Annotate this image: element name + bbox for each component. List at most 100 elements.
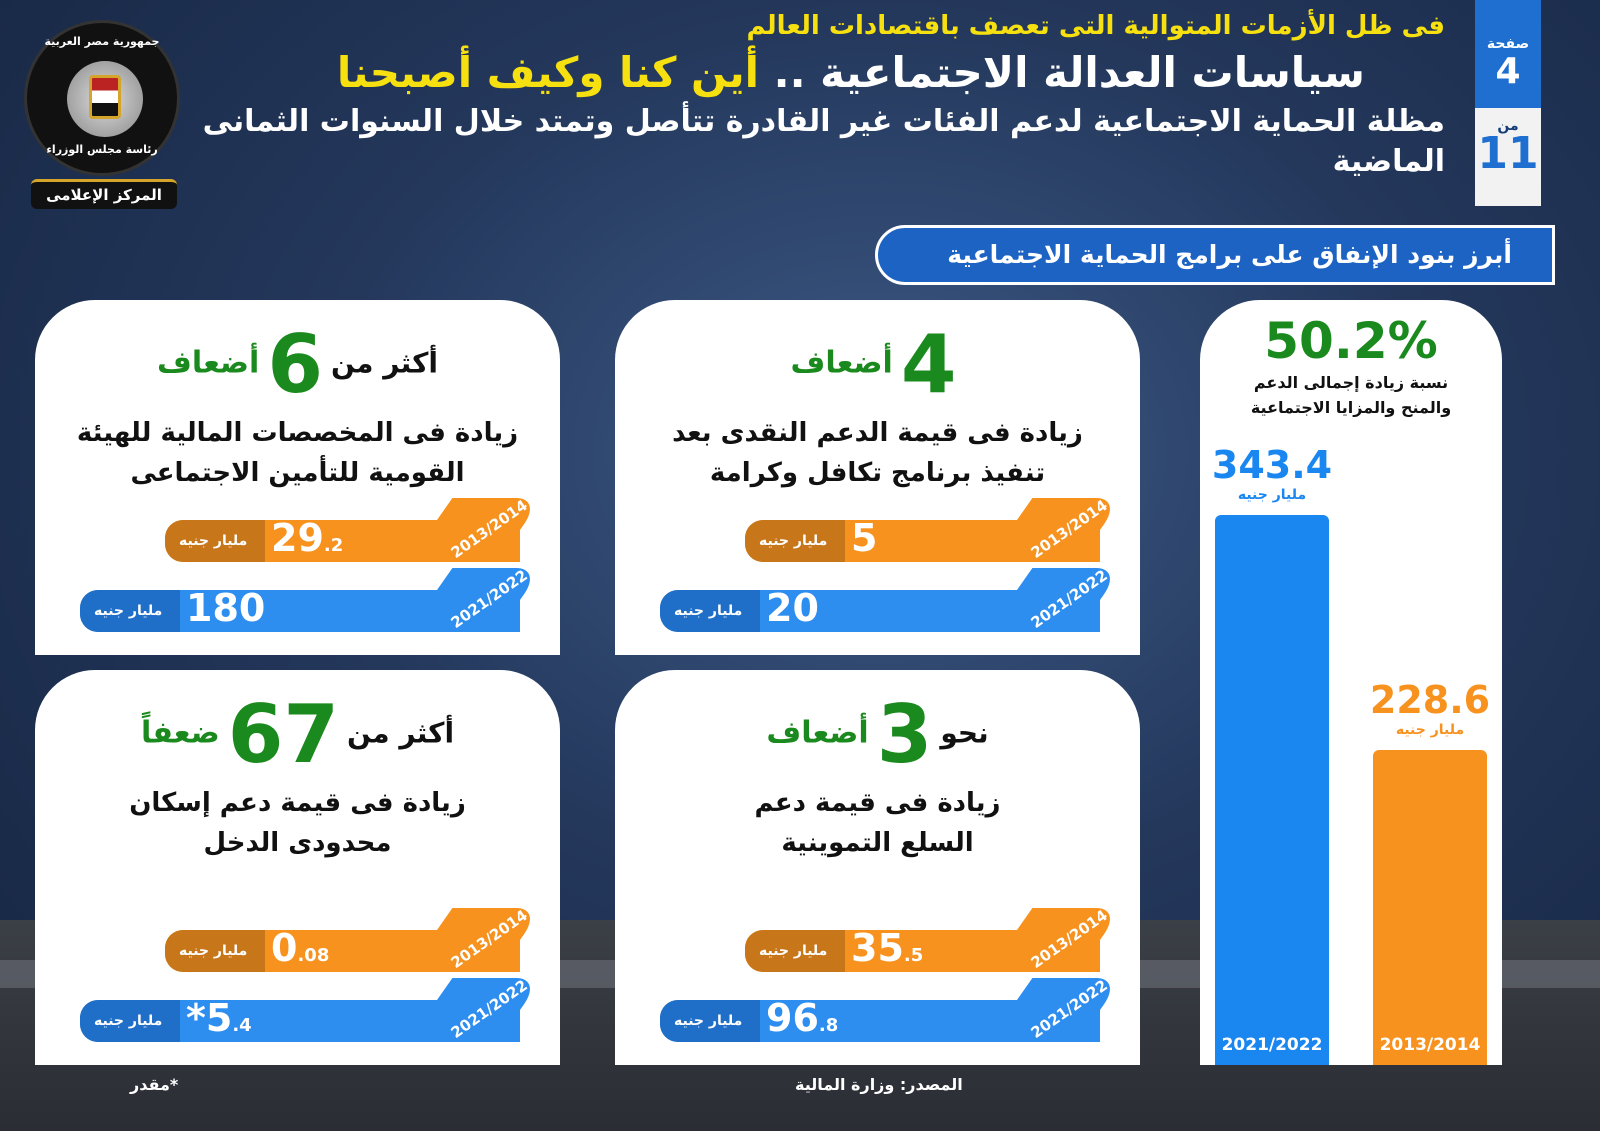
card-suffix: ضعفاً xyxy=(140,715,220,751)
chart-value-label: 228.6 مليار جنيه xyxy=(1360,678,1500,738)
logo-ribbon: المركز الإعلامى xyxy=(31,179,177,209)
value-decimal: .8 xyxy=(818,1015,839,1036)
bar-2013: مليار جنيه 0.08 2013/2014 xyxy=(165,906,543,972)
card-headline: أكثر من6أضعاف xyxy=(35,318,560,411)
year-label: 2021/2022 xyxy=(1027,566,1111,632)
year-label: 2013/2014 xyxy=(447,906,531,972)
bar-value: 20 xyxy=(766,586,819,630)
year-label: 2021/2022 xyxy=(1027,976,1111,1042)
section-title: أبرز بنود الإنفاق على برامج الحماية الاج… xyxy=(875,225,1555,285)
bar-2013: مليار جنيه 29.2 2013/2014 xyxy=(165,496,543,562)
page-label: صفحة xyxy=(1486,36,1530,52)
card-prefix: نحو xyxy=(940,716,989,750)
bar-2021: مليار جنيه 96.8 2021/2022 xyxy=(660,976,1123,1042)
page-badge: صفحة 4 من 11 xyxy=(1475,0,1541,206)
chart-unit: مليار جنيه xyxy=(1237,487,1307,503)
year-tag: 2013/2014 xyxy=(407,496,543,562)
year-tag: 2021/2022 xyxy=(987,976,1123,1042)
year-label: 2021/2022 xyxy=(447,976,531,1042)
card-suffix: أضعاف xyxy=(790,345,893,381)
chart-bar-2013/2014: 2013/2014 xyxy=(1373,750,1487,1065)
estimate-note: *مقدر xyxy=(130,1075,179,1094)
of-label: من xyxy=(1497,118,1519,134)
card-description-1: زيادة فى قيمة الدعم النقدى بعد xyxy=(672,418,1083,448)
bar-unit: مليار جنيه xyxy=(80,590,180,632)
header-kicker: فى ظل الأزمات المتوالية التى تعصف باقتصا… xyxy=(746,11,1446,41)
card-headline: 4أضعاف xyxy=(615,318,1140,411)
stat-card: أكثر من6أضعاف زيادة فى المخصصات المالية … xyxy=(35,300,560,655)
bar-2021: مليار جنيه 20 2021/2022 xyxy=(660,566,1123,632)
bar-value: 5 xyxy=(851,516,877,560)
page-subtitle: مظلة الحماية الاجتماعية لدعم الفئات غير … xyxy=(202,104,1445,179)
card-description-1: زيادة فى قيمة دعم إسكان xyxy=(129,788,466,818)
bar-unit: مليار جنيه xyxy=(745,930,845,972)
year-label: 2013/2014 xyxy=(447,496,531,562)
page-number: 4 xyxy=(1495,51,1521,92)
card-prefix: أكثر من xyxy=(330,346,438,380)
page-total: 11 xyxy=(1477,128,1539,179)
card-description-1: زيادة فى قيمة دعم xyxy=(754,788,1001,818)
bar-value: 35.5 xyxy=(851,926,923,970)
bar-unit: مليار جنيه xyxy=(745,520,845,562)
card-suffix: أضعاف xyxy=(766,715,869,751)
chart-value: 228.6 xyxy=(1369,678,1491,723)
card-multiplier: 6 xyxy=(267,318,323,411)
title-yellow: أين كنا وكيف أصبحنا xyxy=(336,48,759,97)
card-multiplier: 4 xyxy=(900,318,957,411)
bar-unit: مليار جنيه xyxy=(165,520,265,562)
increase-percent: 50.2% xyxy=(1264,312,1438,370)
source-note: المصدر: وزارة المالية xyxy=(795,1075,963,1094)
stat-card: نحو3أضعاف زيادة فى قيمة دعم السلع التموي… xyxy=(615,670,1140,1065)
year-tag: 2013/2014 xyxy=(407,906,543,972)
bar-value: 29.2 xyxy=(271,516,343,560)
bar-2021: مليار جنيه 180 2021/2022 xyxy=(80,566,543,632)
value-main: 29 xyxy=(271,516,324,560)
value-decimal: .4 xyxy=(232,1015,252,1036)
year-label: 2013/2014 xyxy=(1027,496,1111,562)
bar-2013: مليار جنيه 5 2013/2014 xyxy=(745,496,1123,562)
year-tag: 2021/2022 xyxy=(407,976,543,1042)
bar-value: 0.08 xyxy=(271,926,329,970)
card-headline: أكثر من67ضعفاً xyxy=(35,688,560,781)
year-tag: 2021/2022 xyxy=(987,566,1123,632)
chart-bar-2021/2022: 2021/2022 xyxy=(1215,515,1329,1065)
bar-unit: مليار جنيه xyxy=(660,590,760,632)
stat-card: أكثر من67ضعفاً زيادة فى قيمة دعم إسكان م… xyxy=(35,670,560,1065)
bar-unit: مليار جنيه xyxy=(660,1000,760,1042)
year-tag: 2021/2022 xyxy=(407,566,543,632)
logo-top-text: جمهورية مصر العربية xyxy=(44,35,160,48)
card-description-2: تنفيذ برنامج تكافل وكرامة xyxy=(709,458,1046,488)
bar-value: 96.8 xyxy=(766,996,838,1040)
card-multiplier: 67 xyxy=(227,688,340,781)
cabinet-logo: جمهورية مصر العربية رئاسة مجلس الوزراء ا… xyxy=(24,20,180,209)
chart-caption-2: والمنح والمزايا الاجتماعية xyxy=(1250,398,1452,417)
value-main: 180 xyxy=(186,586,266,630)
card-suffix: أضعاف xyxy=(156,345,260,381)
chart-category-label: 2021/2022 xyxy=(1221,1035,1323,1055)
bar-2013: مليار جنيه 35.5 2013/2014 xyxy=(745,906,1123,972)
value-decimal: .08 xyxy=(297,945,330,966)
year-label: 2021/2022 xyxy=(447,566,531,632)
chart-unit: مليار جنيه xyxy=(1395,722,1465,739)
year-tag: 2013/2014 xyxy=(987,906,1123,972)
bar-value: 180 xyxy=(186,586,265,630)
eagle-icon xyxy=(89,75,121,119)
card-description-2: محدودى الدخل xyxy=(203,828,392,858)
value-decimal: .5 xyxy=(903,945,924,966)
value-main: 20 xyxy=(766,586,819,630)
card-description-2: السلع التموينية xyxy=(781,828,974,858)
value-decimal: .2 xyxy=(323,535,344,556)
total-support-chart: 50.2% نسبة زيادة إجمالى الدعم والمنح وال… xyxy=(1200,300,1502,1065)
page-header: فى ظل الأزمات المتوالية التى تعصف باقتصا… xyxy=(195,8,1445,182)
bar-value: *5.4 xyxy=(186,996,252,1040)
value-main: 35 xyxy=(851,926,904,970)
bar-unit: مليار جنيه xyxy=(80,1000,180,1042)
bar-unit: مليار جنيه xyxy=(165,930,265,972)
page-title: سياسات العدالة الاجتماعية .. أين كنا وكي… xyxy=(195,44,1365,102)
title-white: سياسات العدالة الاجتماعية .. xyxy=(773,48,1365,97)
bar-2021: مليار جنيه *5.4 2021/2022 xyxy=(80,976,543,1042)
value-main: *5 xyxy=(186,996,233,1040)
chart-category-label: 2013/2014 xyxy=(1379,1035,1481,1055)
chart-value: 343.4 xyxy=(1211,443,1333,487)
logo-bottom-text: رئاسة مجلس الوزراء xyxy=(46,143,158,156)
